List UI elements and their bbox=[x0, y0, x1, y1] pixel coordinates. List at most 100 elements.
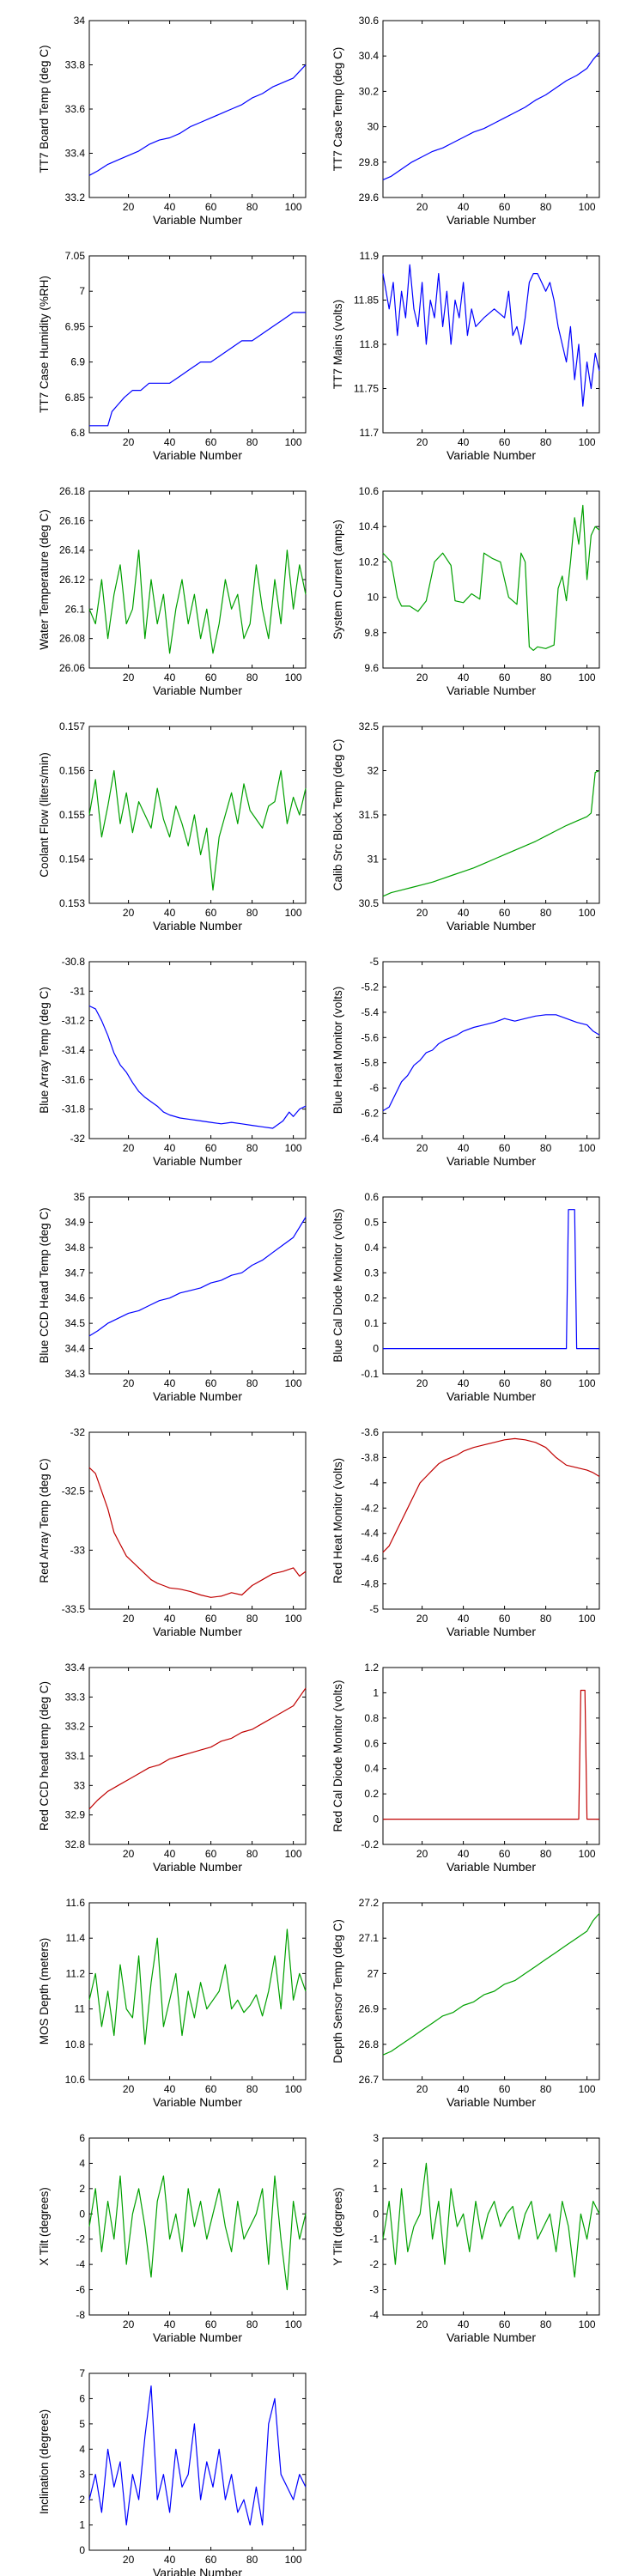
series-line-tt7-board-temp-0 bbox=[88, 64, 307, 176]
y-tick-label: -4 bbox=[76, 2258, 85, 2270]
y-tick-label: 6.85 bbox=[65, 392, 86, 404]
x-tick-label: 20 bbox=[123, 436, 135, 448]
y-tick-label: 3 bbox=[373, 2132, 379, 2144]
y-tick-label: 27 bbox=[368, 1967, 380, 1979]
y-tick-label: 3 bbox=[79, 2469, 85, 2481]
y-tick-label: 33.4 bbox=[65, 1662, 86, 1674]
x-tick-label: 20 bbox=[416, 201, 428, 213]
y-tick-label: 26.08 bbox=[59, 633, 85, 645]
x-tick-label: 80 bbox=[540, 201, 552, 213]
chart-tt7-case-temp: 20 40 60 80 100 29.6 29.8 30 30.2 30.4 30.6 Variabl… bbox=[331, 15, 600, 227]
y-tick-label: -4.8 bbox=[361, 1578, 379, 1590]
y-tick-label: -2 bbox=[76, 2233, 85, 2245]
y-tick-label: 2 bbox=[79, 2494, 85, 2506]
x-tick-label: 100 bbox=[579, 2318, 596, 2330]
x-tick-label: 20 bbox=[416, 907, 428, 919]
y-tick-label: 9.8 bbox=[364, 627, 379, 639]
y-tick-label: 5 bbox=[79, 2418, 85, 2430]
y-tick-label: 27.1 bbox=[359, 1932, 380, 1944]
chart-blue-array-temp: 20 40 60 80 100 -32 -31.8 -31.6 -31.4 -31.2 -31 -30… bbox=[38, 956, 307, 1168]
y-tick-label: 32 bbox=[368, 765, 380, 777]
x-tick-label: 80 bbox=[246, 1848, 258, 1860]
y-tick-label: -4.2 bbox=[361, 1502, 379, 1514]
y-tick-label: 1 bbox=[373, 2183, 379, 2195]
plot-frame bbox=[88, 490, 307, 669]
y-tick-label: 33.3 bbox=[65, 1691, 86, 1703]
x-tick-label: 40 bbox=[164, 1613, 176, 1625]
y-tick-label: 0.5 bbox=[364, 1216, 379, 1228]
y-tick-label: 9.6 bbox=[364, 662, 379, 674]
x-tick-label: 60 bbox=[499, 1613, 511, 1625]
x-tick-label: 80 bbox=[540, 2318, 552, 2330]
series-line-tt7-case-temp-0 bbox=[382, 52, 600, 180]
y-axis-label: MOS Depth (meters) bbox=[38, 1938, 51, 2045]
chart-blue-heat-monitor: 20 40 60 80 100 -6.4 -6.2 -6 -5.8 -5.6 -5.4 -5.2 -5 V… bbox=[331, 956, 600, 1168]
x-axis-label: Variable Number bbox=[447, 1625, 536, 1638]
x-tick-label: 60 bbox=[205, 1848, 217, 1860]
y-tick-label: 0.157 bbox=[59, 720, 85, 732]
chart-red-array-temp: 20 40 60 80 100 -33.5 -33 -32.5 -32 Variable Numb… bbox=[38, 1426, 307, 1638]
x-axis-label: Variable Number bbox=[447, 2330, 536, 2344]
x-tick-label: 100 bbox=[579, 2083, 596, 2095]
y-axis-label: Depth Sensor Temp (deg C) bbox=[331, 1919, 344, 2063]
y-tick-label: 10.8 bbox=[65, 2038, 86, 2050]
y-tick-label: 34.9 bbox=[65, 1216, 86, 1228]
y-tick-label: 6.9 bbox=[70, 356, 85, 368]
x-tick-label: 40 bbox=[164, 1848, 176, 1860]
x-tick-label: 80 bbox=[246, 2318, 258, 2330]
y-tick-label: 11.8 bbox=[360, 338, 380, 350]
x-tick-label: 40 bbox=[164, 436, 176, 448]
y-tick-label: 0.8 bbox=[364, 1712, 379, 1724]
x-tick-label: 20 bbox=[416, 671, 428, 683]
y-tick-label: -5 bbox=[369, 956, 379, 968]
y-tick-label: -6.4 bbox=[361, 1133, 379, 1145]
x-tick-label: 60 bbox=[499, 201, 511, 213]
x-tick-label: 60 bbox=[205, 1613, 217, 1625]
y-tick-label: 26.14 bbox=[59, 544, 85, 556]
x-tick-label: 80 bbox=[540, 2083, 552, 2095]
plot-frame bbox=[382, 1196, 600, 1375]
x-axis-label: Variable Number bbox=[447, 1154, 536, 1168]
x-tick-label: 20 bbox=[123, 907, 135, 919]
y-axis-label: Red Cal Diode Monitor (volts) bbox=[331, 1680, 344, 1832]
x-axis-label: Variable Number bbox=[153, 1625, 242, 1638]
series-line-y-tilt-0 bbox=[382, 2162, 600, 2278]
y-tick-label: 0 bbox=[373, 1343, 379, 1355]
y-tick-label: 26.06 bbox=[59, 662, 85, 674]
y-tick-label: 0.4 bbox=[364, 1242, 379, 1254]
y-tick-label: -31.8 bbox=[62, 1103, 86, 1115]
x-tick-label: 100 bbox=[285, 1142, 302, 1154]
y-tick-label: -32 bbox=[70, 1133, 86, 1145]
x-tick-label: 100 bbox=[285, 436, 302, 448]
series-line-tt7-mains-0 bbox=[382, 264, 600, 407]
x-tick-label: 60 bbox=[205, 436, 217, 448]
y-tick-label: 0.154 bbox=[59, 854, 85, 866]
chart-tt7-mains: 20 40 60 80 100 11.7 11.75 11.8 11.85 11.9 Variabl… bbox=[331, 250, 600, 462]
x-axis-label: Variable Number bbox=[153, 1389, 242, 1403]
y-tick-label: 26.12 bbox=[59, 574, 85, 586]
chart-coolant-flow: 20 40 60 80 100 0.153 0.154 0.155 0.156 0.157 Vari… bbox=[38, 720, 307, 933]
chart-blue-cal-diode-monitor: 20 40 60 80 100 -0.1 0 0.1 0.2 0.3 0.4 0.5 0.6 Variab… bbox=[331, 1191, 600, 1403]
y-tick-label: -6 bbox=[76, 2284, 85, 2296]
x-tick-label: 20 bbox=[416, 1613, 428, 1625]
x-tick-label: 40 bbox=[458, 1377, 470, 1389]
x-tick-label: 20 bbox=[416, 1142, 428, 1154]
y-tick-label: 32.8 bbox=[65, 1838, 86, 1850]
y-axis-label: TT7 Board Temp (deg C) bbox=[38, 45, 51, 173]
y-tick-label: -31 bbox=[70, 985, 86, 997]
chart-calib-src-block-temp: 20 40 60 80 100 30.5 31 31.5 32 32.5 Variable Numb… bbox=[331, 720, 600, 933]
x-tick-label: 80 bbox=[540, 1377, 552, 1389]
x-tick-label: 100 bbox=[285, 1377, 302, 1389]
x-tick-label: 20 bbox=[123, 1377, 135, 1389]
y-tick-label: 34.5 bbox=[65, 1317, 86, 1329]
y-tick-label: 7.05 bbox=[65, 250, 86, 262]
y-tick-label: 0.6 bbox=[364, 1191, 379, 1203]
x-tick-label: 40 bbox=[164, 2083, 176, 2095]
y-tick-label: 1 bbox=[79, 2519, 85, 2531]
series-line-red-cal-diode-monitor-0 bbox=[383, 1689, 599, 1820]
x-tick-label: 40 bbox=[164, 2554, 176, 2566]
y-tick-label: 6 bbox=[79, 2132, 85, 2144]
plot-frame bbox=[88, 1902, 307, 2081]
y-tick-label: 33.6 bbox=[65, 103, 86, 115]
